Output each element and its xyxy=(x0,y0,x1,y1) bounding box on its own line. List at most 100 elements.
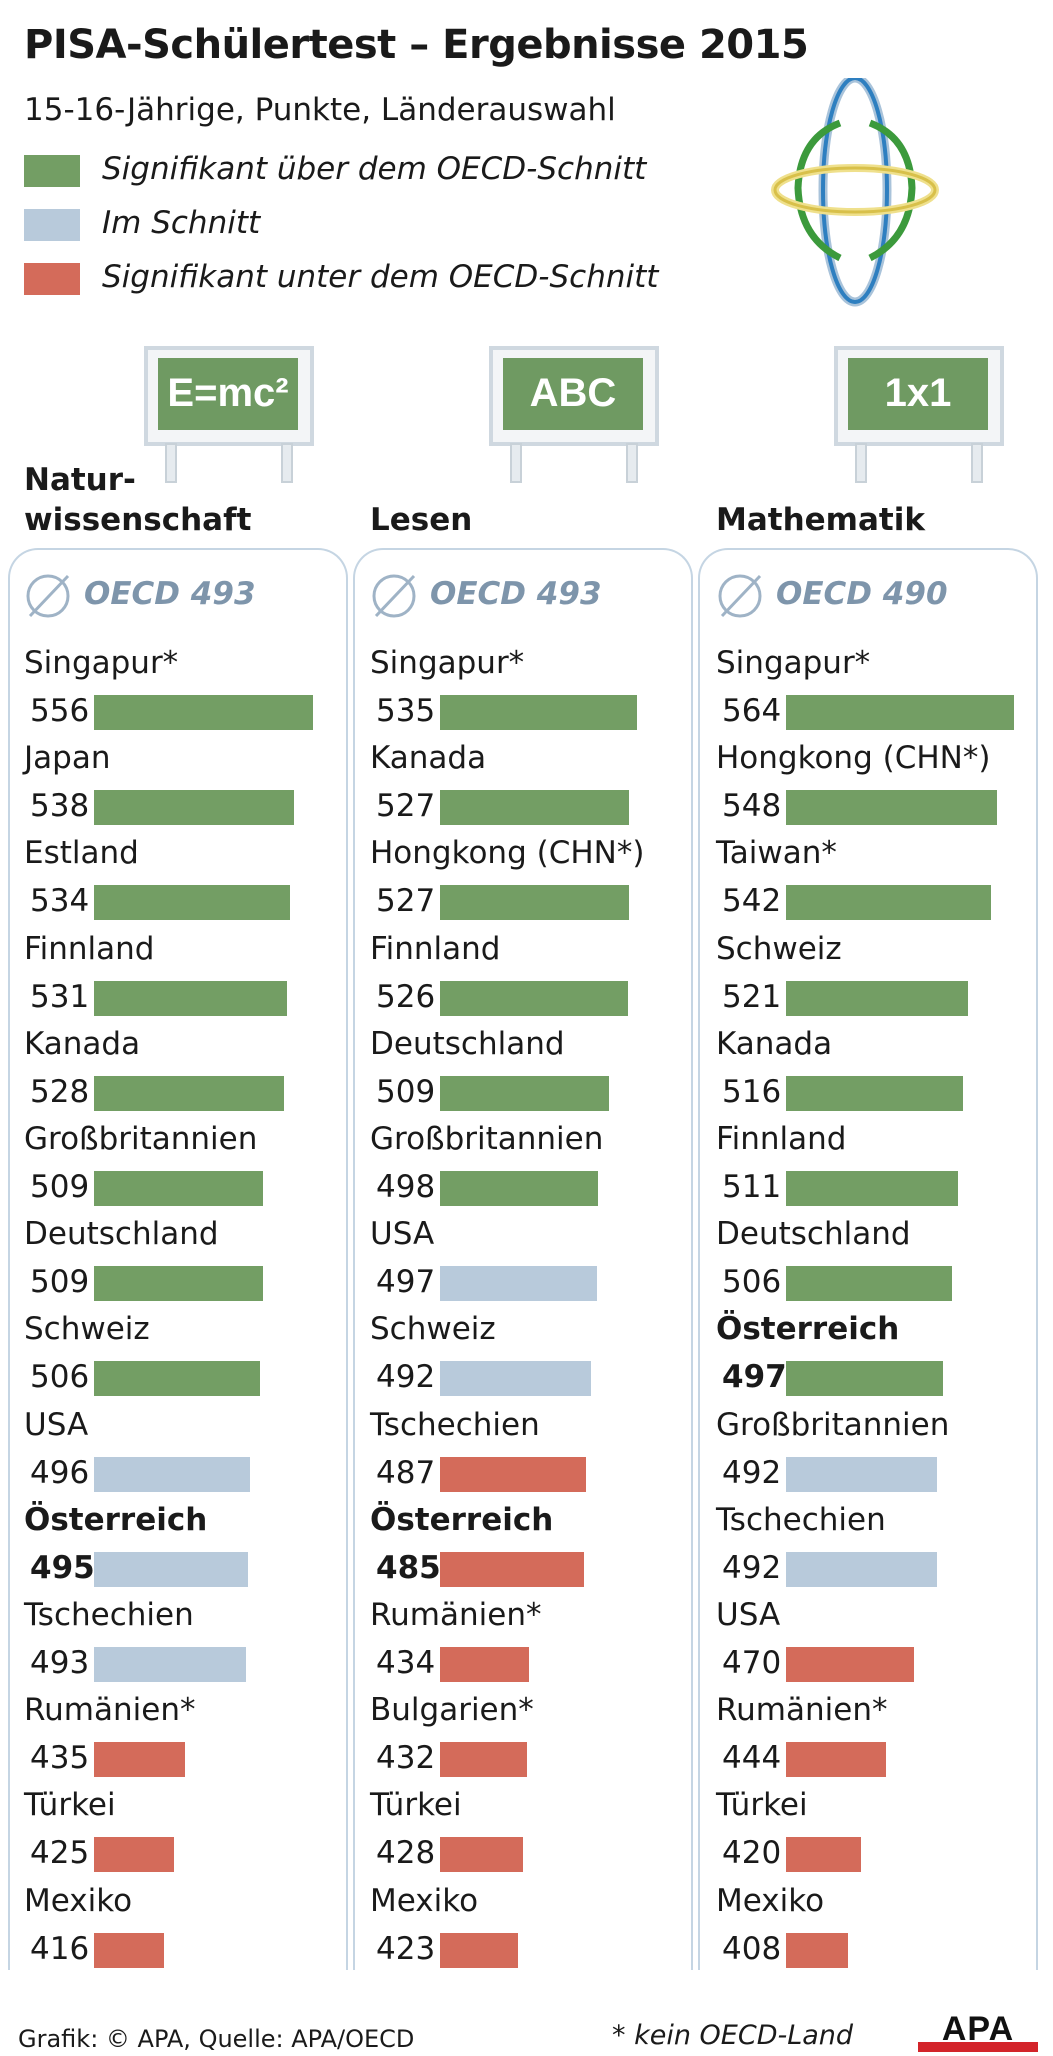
column-title-science: Natur- wissenschaft xyxy=(24,460,251,540)
column-title-reading: Lesen xyxy=(370,500,472,540)
category-label: Finnland xyxy=(370,930,501,967)
bar xyxy=(440,885,629,921)
category-label: Mexiko xyxy=(24,1882,133,1919)
category-label: Deutschland xyxy=(24,1216,219,1253)
column-title-line: wissenschaft xyxy=(24,502,252,538)
data-label: 492 xyxy=(722,1549,782,1586)
data-label: 538 xyxy=(30,788,90,825)
bar xyxy=(440,1075,609,1111)
data-label: 498 xyxy=(376,1169,436,1205)
data-label: 509 xyxy=(30,1169,90,1205)
bar xyxy=(440,1266,597,1302)
category-label: Tschechien xyxy=(370,1406,540,1443)
data-label: 506 xyxy=(30,1359,90,1396)
panel-frame-science xyxy=(8,548,348,1970)
bar xyxy=(94,1551,248,1587)
bar xyxy=(94,1361,260,1397)
panel-frame-reading xyxy=(353,548,693,1970)
board-label-science: E=mc² xyxy=(167,371,289,415)
data-label: 535 xyxy=(376,693,436,729)
svg-text:APA: APA xyxy=(942,2010,1014,2048)
bar xyxy=(94,695,313,730)
data-label: 509 xyxy=(30,1264,90,1301)
column-title-line: Natur- xyxy=(24,462,136,498)
category-label: Japan xyxy=(24,740,111,777)
bar-row-reading: Türkei 428 xyxy=(370,1787,690,1882)
bar-row-science: Deutschland 509 xyxy=(24,1216,344,1311)
category-label: Bulgarien* xyxy=(370,1692,534,1729)
bar-row-math: Finnland 511 xyxy=(716,1121,1036,1216)
bar-row-math: Tschechien 492 xyxy=(716,1502,1036,1597)
bar xyxy=(440,695,637,730)
category-label: Singapur* xyxy=(370,645,525,681)
bar xyxy=(786,1742,886,1778)
data-label: 516 xyxy=(722,1073,782,1110)
bar xyxy=(94,1456,250,1492)
bar-row-science: Kanada 528 xyxy=(24,1026,344,1121)
category-label: USA xyxy=(370,1216,435,1253)
data-label: 556 xyxy=(30,693,90,729)
category-label: Großbritannien xyxy=(370,1121,604,1157)
category-label: Kanada xyxy=(716,1025,833,1062)
data-label: 527 xyxy=(376,883,436,920)
category-label: Finnland xyxy=(24,930,155,967)
globe-icon xyxy=(770,73,1000,312)
bar xyxy=(94,1171,263,1206)
bar-row-science: Rumänien* 435 xyxy=(24,1692,344,1787)
bar-row-math: Schweiz 521 xyxy=(716,931,1036,1026)
bar-row-math: Türkei 420 xyxy=(716,1787,1036,1882)
category-label: Türkei xyxy=(370,1787,462,1824)
data-label: 527 xyxy=(376,788,436,825)
category-label: Tschechien xyxy=(24,1597,194,1633)
bar xyxy=(94,790,294,826)
page-subtitle: 15-16-Jährige, Punkte, Länderauswahl xyxy=(24,92,616,128)
data-label: 423 xyxy=(376,1930,436,1967)
bar xyxy=(786,1075,963,1111)
bar xyxy=(440,790,629,826)
data-label: 444 xyxy=(722,1740,782,1777)
data-label: 497 xyxy=(722,1359,787,1396)
chalkboard-icon-math: 1x1 xyxy=(832,344,1012,484)
category-label: Taiwan* xyxy=(716,835,837,872)
category-label: Schweiz xyxy=(24,1311,150,1348)
data-label: 496 xyxy=(30,1454,90,1491)
bar xyxy=(440,1837,523,1873)
bar xyxy=(786,1551,937,1587)
bar-row-reading: Mexiko 423 xyxy=(370,1883,690,1978)
average-symbol-icon xyxy=(26,574,70,618)
bar xyxy=(94,1647,246,1682)
category-label: USA xyxy=(716,1597,781,1633)
bar-row-science: Großbritannien 509 xyxy=(24,1121,344,1216)
category-label: Hongkong (CHN*) xyxy=(370,835,645,872)
board-label-reading: ABC xyxy=(529,371,617,415)
data-label: 528 xyxy=(30,1073,90,1110)
bar-row-science: Finnland 531 xyxy=(24,931,344,1026)
bar-row-science: Mexiko 416 xyxy=(24,1883,344,1978)
source-credit: Grafik: © APA, Quelle: APA/OECD xyxy=(18,2025,415,2053)
apa-logo: APA xyxy=(918,2010,1038,2052)
bar xyxy=(440,1456,586,1492)
bar-row-science: Tschechien 493 xyxy=(24,1597,344,1692)
data-label: 506 xyxy=(722,1264,782,1301)
category-label: Finnland xyxy=(716,1121,847,1157)
bar-row-math: Deutschland 506 xyxy=(716,1216,1036,1311)
category-label: Rumänien* xyxy=(716,1692,888,1729)
bar xyxy=(440,1932,518,1968)
data-label: 485 xyxy=(376,1549,441,1586)
bar-row-reading: Tschechien 487 xyxy=(370,1407,690,1502)
bar xyxy=(786,1837,861,1873)
category-label: Deutschland xyxy=(716,1216,911,1253)
category-label: Rumänien* xyxy=(370,1597,542,1633)
bar-row-reading: Rumänien* 434 xyxy=(370,1597,690,1692)
bar-row-science: Japan 538 xyxy=(24,740,344,835)
board-label-math: 1x1 xyxy=(884,371,952,415)
data-label: 548 xyxy=(722,788,782,825)
bar-row-reading: Kanada 527 xyxy=(370,740,690,835)
category-label: Türkei xyxy=(716,1787,808,1824)
bar xyxy=(94,1742,185,1778)
bar-row-reading: Großbritannien 498 xyxy=(370,1121,690,1216)
bar xyxy=(440,1361,591,1397)
bar-row-science: USA 496 xyxy=(24,1407,344,1502)
data-label: 511 xyxy=(722,1169,782,1205)
legend-label-average: Im Schnitt xyxy=(102,205,261,241)
